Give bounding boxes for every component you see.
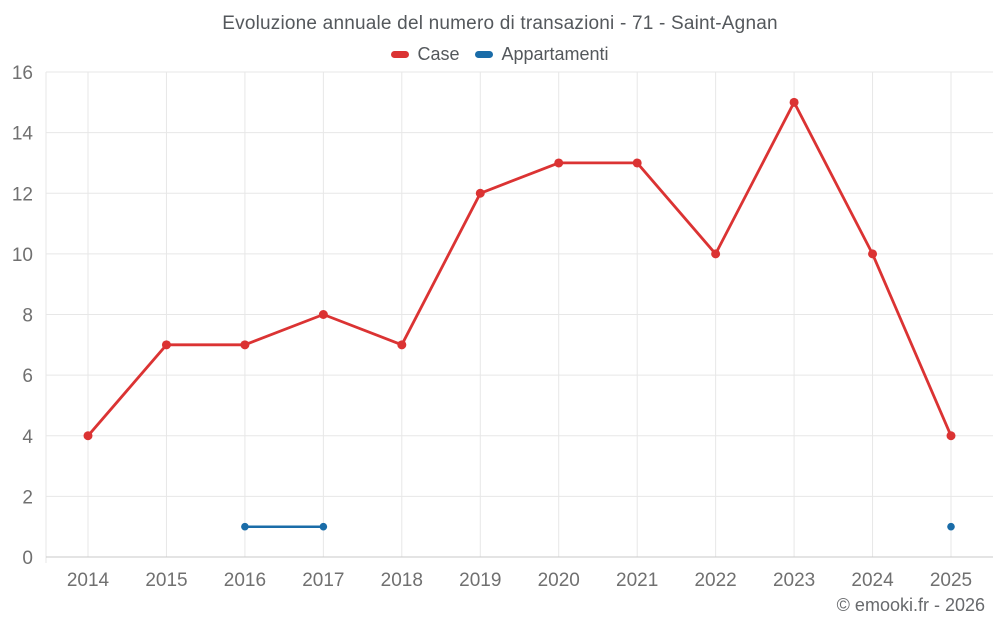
data-point-appartamenti-2016[interactable] [241,522,249,531]
data-point-case-2023[interactable] [789,97,799,107]
y-axis-label: 2 [22,487,33,508]
y-axis-label: 16 [12,63,33,84]
data-point-case-2016[interactable] [240,340,250,350]
x-axis-label: 2016 [224,570,266,591]
legend-label-case: Case [417,44,460,64]
series-line-case [86,100,953,438]
x-axis-label: 2025 [930,570,972,591]
legend-swatch-case-icon [391,51,410,58]
y-axis-label: 8 [22,306,33,327]
data-point-case-2022[interactable] [711,249,721,259]
y-axis-label: 10 [12,245,33,266]
data-point-appartamenti-2017[interactable] [319,522,328,531]
x-axis-label: 2023 [773,570,815,591]
y-axis-label: 6 [22,366,33,387]
data-point-case-2020[interactable] [554,158,564,168]
data-point-case-2018[interactable] [397,340,407,350]
x-axis-label: 2024 [851,570,894,591]
y-axis-label: 12 [12,184,33,205]
x-axis-label: 2021 [616,570,658,591]
data-point-case-2017[interactable] [318,310,328,319]
legend-item-appartamenti[interactable]: Appartamenti [475,44,609,65]
x-axis-label: 2019 [459,570,501,591]
data-point-appartamenti-2025[interactable] [947,522,955,531]
data-point-case-2021[interactable] [632,158,642,168]
y-axis-label: 14 [12,124,34,145]
legend-label-appartamenti: Appartamenti [501,44,609,64]
y-axis-label: 4 [22,427,33,448]
data-point-case-2024[interactable] [868,249,878,259]
x-axis-label: 2017 [302,570,344,591]
x-axis-label: 2015 [145,570,187,591]
x-axis-label: 2014 [67,570,110,591]
data-point-case-2025[interactable] [946,431,956,441]
x-axis-label: 2020 [538,570,580,591]
y-axis-label: 0 [22,548,33,569]
x-axis-label: 2018 [381,570,423,591]
chart-title: Evoluzione annuale del numero di transaz… [222,13,778,34]
data-point-case-2014[interactable] [83,431,93,441]
data-point-case-2019[interactable] [475,188,485,198]
chart-legend: Case Appartamenti [0,44,1000,65]
watermark: © emooki.fr - 2026 [836,595,985,615]
legend-item-case[interactable]: Case [391,44,459,65]
data-point-case-2015[interactable] [161,340,171,350]
x-axis-label: 2022 [694,570,736,591]
legend-swatch-appartamenti-icon [475,51,494,58]
